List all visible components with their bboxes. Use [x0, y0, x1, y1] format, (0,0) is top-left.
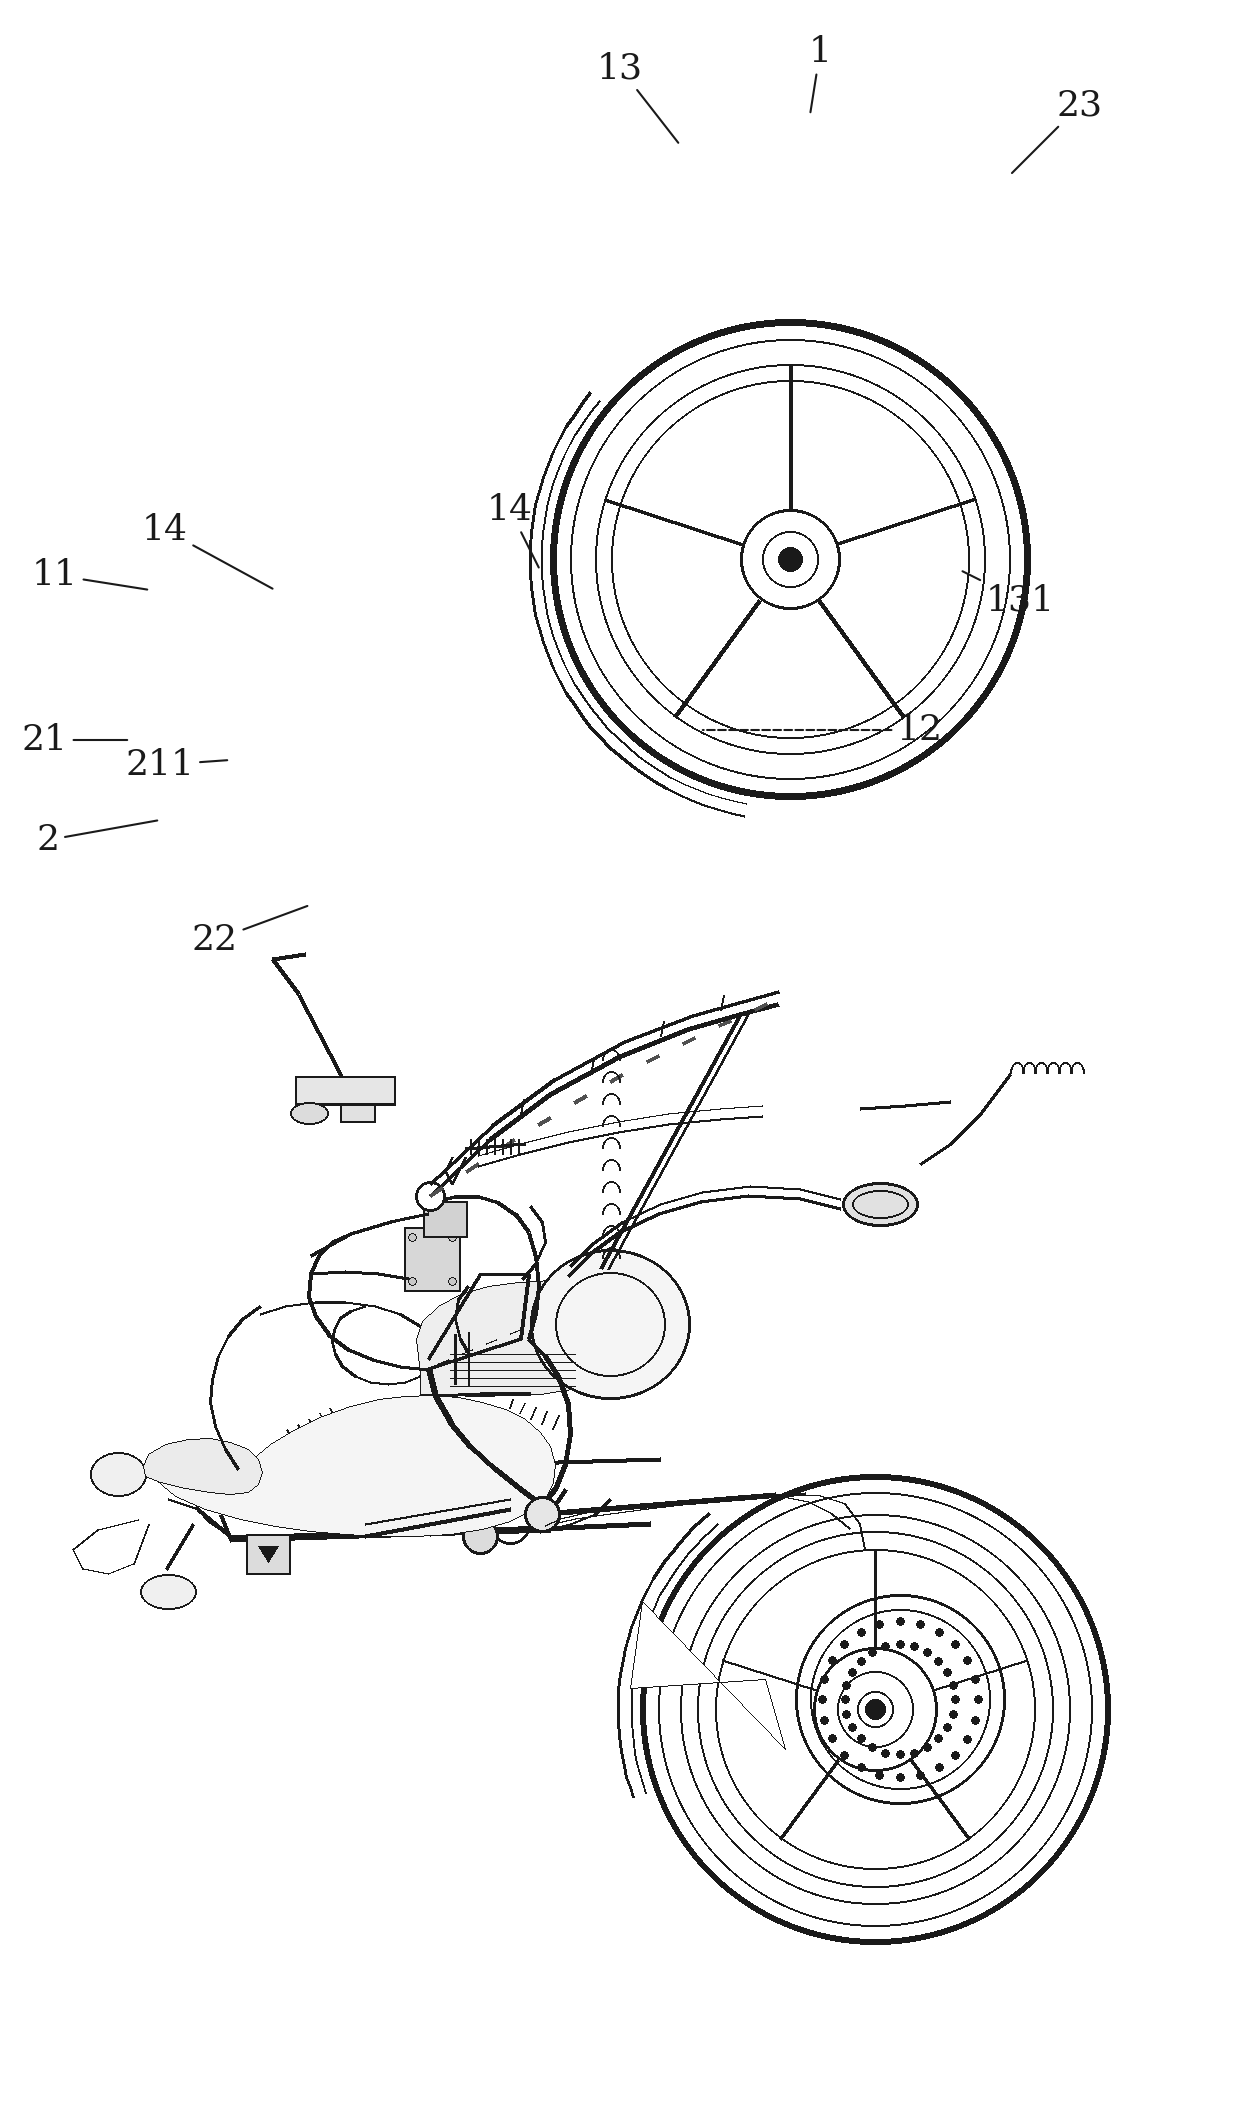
- Text: 14: 14: [143, 514, 273, 588]
- Text: 13: 13: [596, 51, 678, 144]
- Text: 12: 12: [703, 713, 942, 747]
- Text: 1: 1: [808, 36, 832, 112]
- Text: 23: 23: [1012, 89, 1104, 173]
- Text: 211: 211: [125, 749, 227, 783]
- Text: 11: 11: [32, 558, 148, 592]
- Text: 22: 22: [192, 905, 308, 956]
- Text: 21: 21: [22, 723, 128, 757]
- Text: 14: 14: [487, 493, 538, 567]
- Text: 2: 2: [36, 821, 157, 857]
- Text: 131: 131: [962, 571, 1054, 618]
